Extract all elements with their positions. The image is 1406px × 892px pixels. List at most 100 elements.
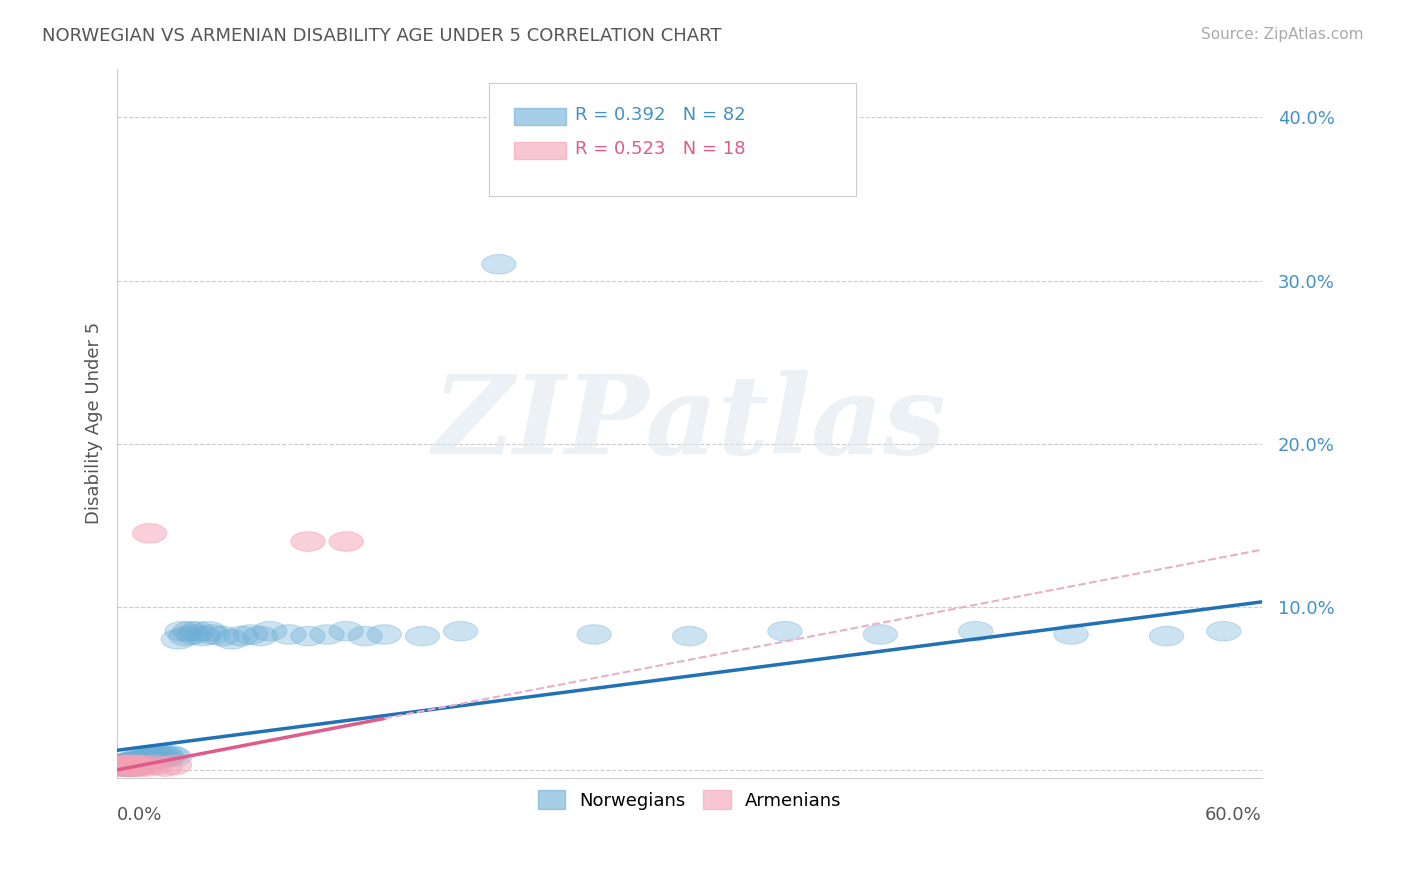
Ellipse shape: [143, 746, 179, 765]
Ellipse shape: [153, 746, 188, 765]
Ellipse shape: [136, 748, 170, 768]
Ellipse shape: [114, 754, 148, 773]
Text: 0.0%: 0.0%: [117, 806, 163, 824]
Ellipse shape: [110, 756, 143, 776]
Ellipse shape: [128, 756, 163, 776]
Ellipse shape: [114, 752, 148, 772]
Ellipse shape: [176, 624, 211, 644]
Ellipse shape: [271, 624, 307, 644]
Ellipse shape: [110, 756, 143, 775]
Bar: [515, 142, 567, 160]
Ellipse shape: [121, 756, 155, 776]
Ellipse shape: [141, 746, 174, 765]
Ellipse shape: [128, 748, 163, 768]
Ellipse shape: [111, 756, 146, 775]
Ellipse shape: [162, 630, 195, 649]
Ellipse shape: [329, 532, 363, 551]
Ellipse shape: [120, 754, 153, 773]
Ellipse shape: [115, 756, 149, 776]
Ellipse shape: [291, 532, 325, 551]
Ellipse shape: [576, 624, 612, 644]
Ellipse shape: [105, 754, 141, 773]
Ellipse shape: [146, 748, 180, 768]
Ellipse shape: [128, 754, 163, 773]
Ellipse shape: [863, 624, 897, 644]
Ellipse shape: [135, 747, 169, 766]
Ellipse shape: [104, 756, 138, 775]
Ellipse shape: [157, 747, 191, 766]
Ellipse shape: [117, 754, 152, 773]
Ellipse shape: [132, 524, 167, 543]
Ellipse shape: [114, 756, 148, 776]
Ellipse shape: [215, 630, 249, 649]
Ellipse shape: [127, 752, 162, 772]
Ellipse shape: [443, 622, 478, 641]
Ellipse shape: [309, 624, 344, 644]
Ellipse shape: [115, 754, 149, 773]
Ellipse shape: [142, 747, 176, 766]
Y-axis label: Disability Age Under 5: Disability Age Under 5: [86, 322, 103, 524]
Ellipse shape: [191, 622, 226, 641]
Ellipse shape: [672, 626, 707, 646]
Ellipse shape: [329, 622, 363, 641]
Text: ZIPatlas: ZIPatlas: [433, 369, 946, 477]
Ellipse shape: [367, 624, 402, 644]
Ellipse shape: [195, 624, 229, 644]
Text: R = 0.523   N = 18: R = 0.523 N = 18: [575, 140, 745, 159]
Ellipse shape: [108, 754, 142, 773]
Ellipse shape: [165, 622, 200, 641]
Text: NORWEGIAN VS ARMENIAN DISABILITY AGE UNDER 5 CORRELATION CHART: NORWEGIAN VS ARMENIAN DISABILITY AGE UND…: [42, 27, 721, 45]
Ellipse shape: [120, 756, 153, 775]
Ellipse shape: [768, 622, 801, 641]
Ellipse shape: [131, 747, 165, 766]
Ellipse shape: [117, 756, 152, 776]
Ellipse shape: [108, 756, 142, 775]
Ellipse shape: [149, 747, 184, 766]
Ellipse shape: [186, 626, 221, 646]
Ellipse shape: [148, 746, 181, 765]
Ellipse shape: [405, 626, 440, 646]
Ellipse shape: [115, 756, 149, 775]
Ellipse shape: [120, 752, 153, 772]
Legend: Norwegians, Armenians: Norwegians, Armenians: [529, 781, 851, 819]
Text: Source: ZipAtlas.com: Source: ZipAtlas.com: [1201, 27, 1364, 42]
Ellipse shape: [125, 750, 159, 770]
Bar: [515, 108, 567, 125]
Ellipse shape: [122, 756, 157, 775]
Ellipse shape: [115, 756, 149, 775]
Ellipse shape: [131, 752, 165, 772]
Ellipse shape: [110, 754, 143, 773]
Ellipse shape: [291, 626, 325, 646]
Ellipse shape: [243, 626, 277, 646]
Ellipse shape: [104, 756, 138, 775]
Text: 60.0%: 60.0%: [1205, 806, 1263, 824]
Ellipse shape: [108, 756, 142, 776]
Ellipse shape: [121, 750, 155, 770]
Ellipse shape: [114, 756, 148, 775]
Ellipse shape: [111, 756, 146, 776]
Ellipse shape: [132, 748, 167, 768]
Ellipse shape: [959, 622, 993, 641]
Ellipse shape: [253, 622, 287, 641]
Ellipse shape: [120, 756, 153, 775]
Ellipse shape: [349, 626, 382, 646]
Text: R = 0.392   N = 82: R = 0.392 N = 82: [575, 106, 745, 124]
Ellipse shape: [121, 754, 155, 773]
Ellipse shape: [114, 756, 148, 776]
Ellipse shape: [125, 756, 159, 775]
Ellipse shape: [1206, 622, 1241, 641]
Ellipse shape: [117, 750, 152, 770]
Ellipse shape: [111, 756, 146, 775]
Ellipse shape: [125, 754, 159, 773]
Ellipse shape: [105, 756, 141, 776]
Ellipse shape: [111, 752, 146, 772]
Ellipse shape: [138, 747, 173, 766]
Ellipse shape: [180, 622, 215, 641]
Ellipse shape: [233, 624, 269, 644]
Ellipse shape: [482, 254, 516, 274]
Ellipse shape: [205, 626, 239, 646]
Ellipse shape: [127, 748, 162, 768]
Ellipse shape: [110, 756, 143, 776]
Ellipse shape: [111, 756, 146, 775]
Ellipse shape: [157, 756, 191, 775]
